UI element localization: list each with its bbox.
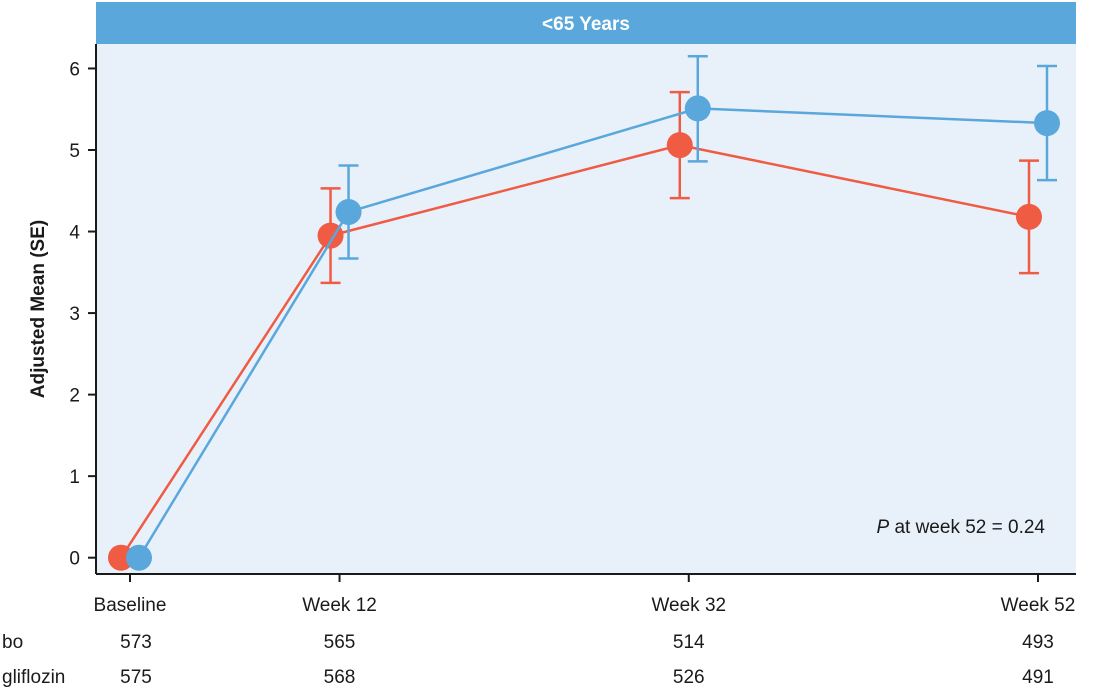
count-value: 573 (120, 632, 152, 653)
count-row-label: gliflozin (2, 667, 65, 688)
count-row-label: bo (2, 632, 23, 653)
p-value-italic: P (877, 517, 890, 538)
x-axis-ticks: Baseline Week 12 Week 32 Week 52 (94, 574, 1076, 616)
series-layer (108, 54, 1060, 571)
data-point (335, 198, 362, 225)
data-point (108, 544, 134, 571)
count-value: 493 (1022, 632, 1054, 653)
at-risk-table: bo 573 565 514 493 gliflozin 575 568 526 491 (2, 632, 1054, 688)
y-tick-label: 2 (69, 386, 80, 407)
data-point (666, 132, 693, 159)
y-tick-label: 5 (69, 141, 80, 162)
data-point (1034, 110, 1060, 137)
y-tick-label: 0 (69, 549, 80, 570)
y-axis-label: Adjusted Mean (SE) (28, 220, 49, 398)
y-tick-label: 4 (69, 223, 80, 244)
y-tick-label: 6 (69, 59, 80, 80)
x-tick-label: Baseline (94, 595, 167, 616)
data-point (684, 95, 711, 122)
p-value-annotation: P at week 52 = 0.24 (877, 517, 1046, 538)
p-value-text: at week 52 = 0.24 (889, 517, 1045, 538)
count-value: 491 (1022, 667, 1054, 688)
y-tick-label: 3 (69, 304, 80, 325)
series-2 (126, 54, 1060, 571)
panel-title-bar (96, 2, 1076, 44)
data-point (126, 544, 152, 571)
count-value: 526 (673, 667, 705, 688)
plot-area (96, 44, 1076, 574)
panel-title: <65 Years (542, 14, 630, 35)
count-value: 514 (673, 632, 705, 653)
count-value: 565 (324, 632, 356, 653)
data-point (1016, 203, 1042, 230)
count-value: 568 (324, 667, 356, 688)
series-line (137, 107, 1048, 559)
y-axis-ticks: 0 1 2 3 4 5 6 (69, 59, 96, 570)
count-value: 575 (120, 667, 152, 688)
x-tick-label: Week 52 (1001, 595, 1076, 616)
y-tick-label: 1 (69, 467, 80, 488)
x-tick-label: Week 12 (302, 595, 377, 616)
x-tick-label: Week 32 (651, 595, 726, 616)
series-1 (108, 90, 1042, 571)
series-line (119, 143, 1030, 559)
